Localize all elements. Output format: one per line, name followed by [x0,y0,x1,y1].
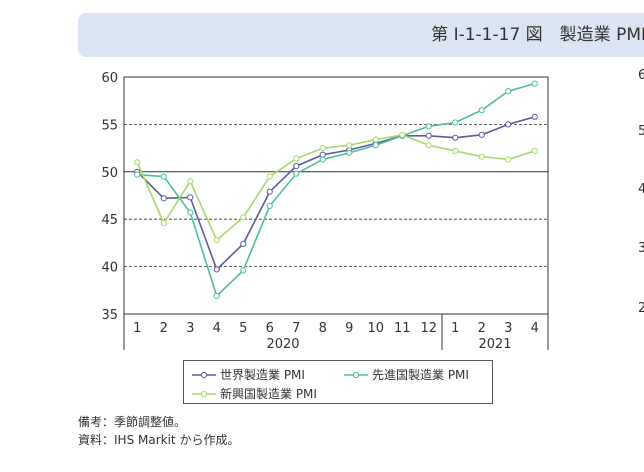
legend-label-advanced: 先進国製造業 PMI [372,368,469,382]
plot-frame [123,76,549,315]
series-1-point-12 [425,123,432,130]
legend-swatch-emerging [192,390,216,397]
series-1-point-2 [160,173,167,180]
y-tick-label-40: 40 [101,261,118,276]
legend-item-emerging: 新興国製造業 PMI [192,385,317,402]
series-1-point-6 [266,202,273,210]
series-2-point-5 [240,214,247,221]
series-0-point-13 [452,134,459,141]
series-0-point-3 [187,194,194,201]
series-2-point-8 [319,145,326,152]
x-tick-label-4: 4 [213,321,221,336]
series-1-point-15 [505,88,512,95]
legend-item-world: 世界製造業 PMI [192,366,305,383]
y-tick-label-45: 45 [101,213,118,228]
series-1-point-9 [346,149,353,156]
x-tick-label-10: 10 [367,321,384,336]
legend-swatch-world [192,371,216,378]
x-tick-label-15: 3 [504,321,512,336]
series-2-point-14 [478,153,485,160]
x-tick-label-16: 4 [531,321,539,336]
series-2-point-16 [531,147,538,155]
series-2-point-15 [505,156,512,163]
notes: 備考：季節調整値。 資料：IHS Markit から作成。 [78,413,239,449]
series-1-point-8 [319,156,326,163]
legend-swatch-marker-0 [200,371,208,378]
x-tick-label-13: 1 [451,321,459,336]
x-tick-label-5: 5 [239,321,247,336]
series-2-point-6 [266,173,273,180]
x-tick-label-14: 2 [478,321,486,336]
legend-label-world: 世界製造業 PMI [220,368,305,382]
series-line-2 [136,134,535,242]
series-1-point-5 [240,267,247,274]
series-0-point-4 [213,266,220,273]
year-label-2021: 2021 [478,337,511,352]
series-2-point-9 [346,142,353,149]
remarks-note: 備考：季節調整値。 [78,415,187,429]
series-0-point-6 [266,188,273,195]
series-1-point-7 [293,170,300,177]
chart-title: 第 I-1-1-17 図 製造業 PMI [431,25,644,45]
series-2-point-1 [134,159,141,166]
series-1-point-4 [213,292,220,300]
y-tick-label-50: 50 [101,166,118,181]
legend: 世界製造業 PMI 先進国製造業 PMI 新興国製造業 PMI [183,360,493,404]
legend-label-emerging: 新興国製造業 PMI [220,387,317,401]
x-tick-label-11: 11 [394,321,411,336]
right-partial-tick-0: 6 [638,68,644,83]
y-tick-label-55: 55 [101,118,118,133]
series-1-point-3 [187,209,194,216]
series-2-point-12 [425,142,432,149]
series-1-point-1 [134,171,141,178]
legend-item-advanced: 先進国製造業 PMI [344,366,469,383]
right-partial-tick-4: 2 [638,301,644,316]
series-2-point-7 [293,155,300,162]
series-0-point-2 [160,195,167,202]
series-2-point-2 [160,219,167,227]
series-2-point-11 [399,131,406,138]
x-tick-label-6: 6 [266,321,274,336]
right-partial-tick-2: 4 [638,182,644,197]
series-1-point-10 [372,142,379,149]
x-tick-label-12: 12 [420,321,437,336]
x-tick-label-3: 3 [186,321,194,336]
series-line-0 [136,116,535,271]
series-0-point-16 [531,113,538,120]
series-1-point-13 [452,119,459,126]
right-partial-tick-3: 3 [638,241,644,256]
x-tick-label-1: 1 [133,321,141,336]
series-2-point-3 [187,178,194,185]
y-tick-label-35: 35 [101,308,118,323]
series-0-point-7 [293,163,300,170]
series-0-point-14 [478,131,485,138]
series-2-point-10 [372,136,379,143]
x-tick-label-8: 8 [319,321,327,336]
series-0-point-12 [425,132,432,139]
legend-swatch-marker-1 [352,371,360,378]
series-0-point-15 [505,121,512,128]
x-tick-label-9: 9 [345,321,353,336]
x-tick-label-2: 2 [160,321,168,336]
series-2-point-4 [213,236,220,244]
right-partial-tick-1: 5 [638,124,644,139]
series-2-point-13 [452,147,459,155]
series-1-point-16 [531,80,538,87]
series-line-1 [137,82,535,298]
x-tick-label-7: 7 [292,321,300,336]
source-note: 資料：IHS Markit から作成。 [78,433,240,447]
series-1-point-14 [478,107,485,114]
legend-swatch-advanced [344,371,368,378]
title-banner: 第 I-1-1-17 図 製造業 PMI [78,13,644,57]
series-0-point-5 [240,240,247,247]
year-label-2020: 2020 [266,337,299,352]
legend-swatch-marker-2 [200,390,208,397]
y-tick-label-60: 60 [101,71,118,86]
